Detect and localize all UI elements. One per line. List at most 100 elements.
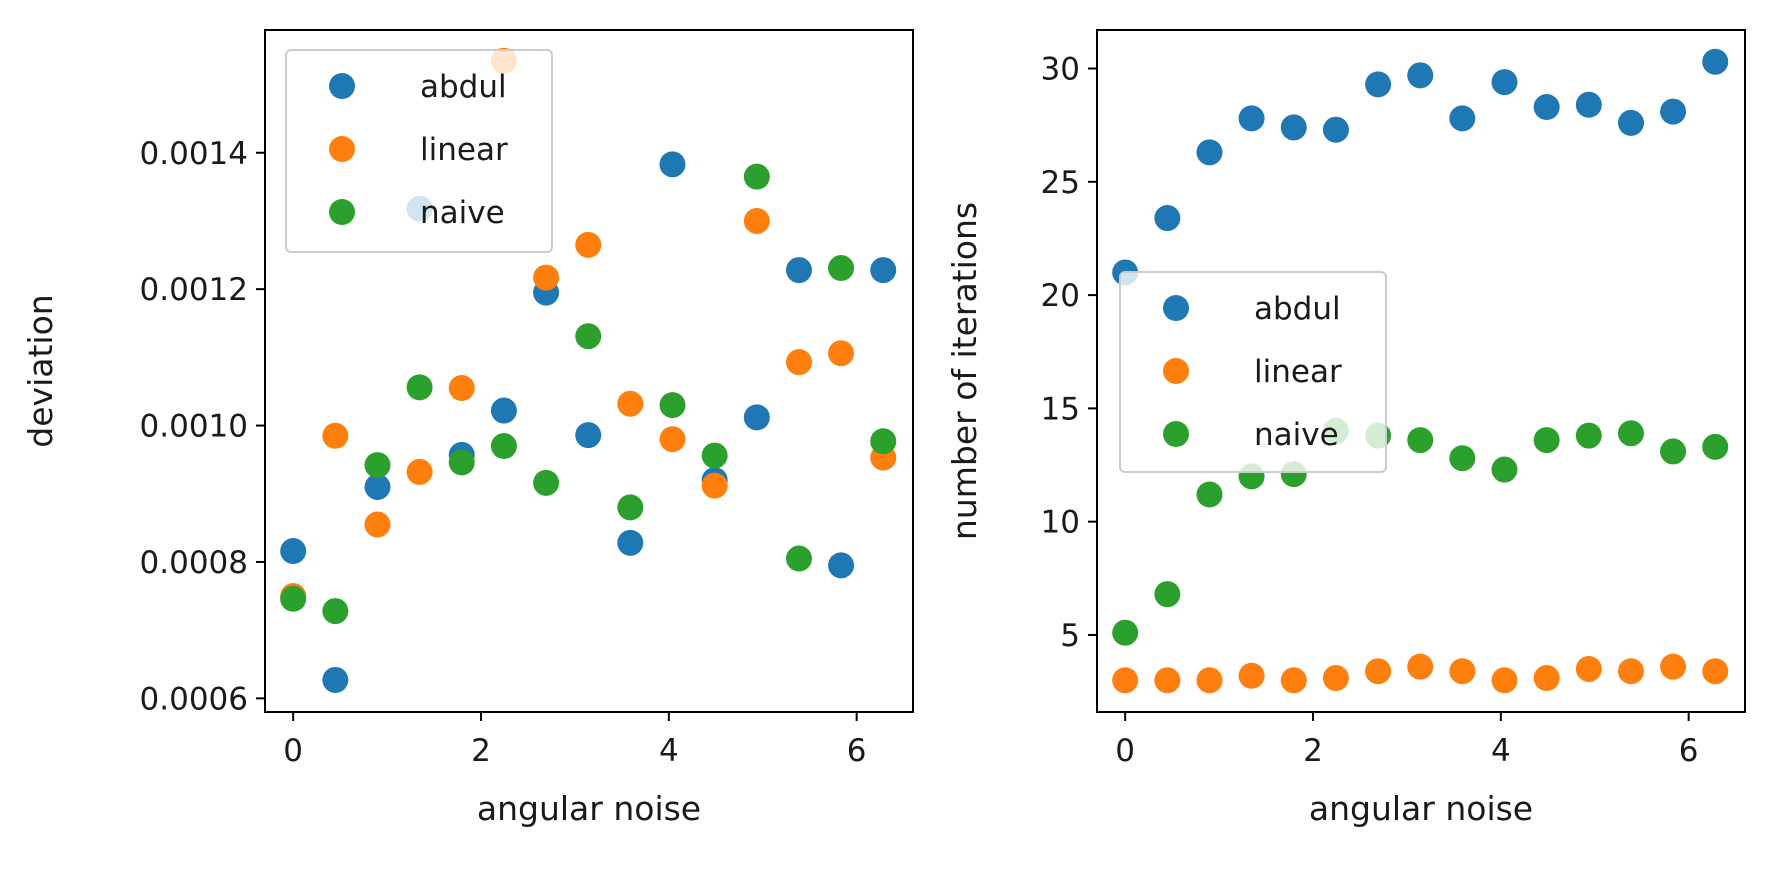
plot-1-x-tick-label: 6 <box>1679 733 1699 769</box>
plot-1-linear-point <box>1407 653 1434 680</box>
plot-0-naive-point <box>743 163 770 190</box>
plot-0-abdul-point <box>659 151 686 178</box>
plot-0-naive-point <box>406 374 433 401</box>
plot-1-abdul-point <box>1407 62 1434 89</box>
plot-0-x-axis-label: angular noise <box>477 789 701 828</box>
plot-0-legend-label-abdul: abdul <box>420 69 507 105</box>
plot-1-abdul-point <box>1238 105 1265 132</box>
plot-0-y-axis-label: deviation <box>21 294 60 447</box>
plot-0-naive-point <box>785 545 812 572</box>
plot-0-linear-point <box>533 264 560 291</box>
plot-0-legend-marker-naive <box>329 199 355 225</box>
plot-0-naive-point <box>870 428 897 455</box>
plot-0-naive-point <box>533 469 560 496</box>
plot-1-axes-frame <box>1096 29 1746 713</box>
plot-1-y-tick-label: 15 <box>1041 391 1080 427</box>
plot-0-naive-point <box>364 452 391 479</box>
plot-0-linear-point <box>575 231 602 258</box>
plot-1-x-tick-label: 4 <box>1491 733 1511 769</box>
plot-1-legend-label-naive: naive <box>1254 417 1339 453</box>
plot-0-abdul-point <box>364 473 391 500</box>
plot-1-naive-point <box>1112 619 1139 646</box>
plot-1-abdul-point <box>1702 48 1729 75</box>
plot-1-linear-point <box>1365 658 1392 685</box>
plot-0-linear-point <box>828 340 855 367</box>
plot-1-naive-point <box>1449 445 1476 472</box>
plot-left: 0 2 4 6 0.0006 0.0008 0.0010 0.0012 0.0014 angula… <box>21 29 914 828</box>
plot-1-linear-point <box>1575 655 1602 682</box>
plot-1-x-tick-label: 2 <box>1303 733 1323 769</box>
plot-1-linear-point <box>1112 667 1139 694</box>
plot-1-legend-marker-abdul <box>1163 295 1189 321</box>
plot-1-linear-point <box>1617 658 1644 685</box>
plot-0-linear-point <box>406 458 433 485</box>
plot-1-linear-point <box>1660 653 1687 680</box>
plot-0-y-tick-label: 0.0006 <box>140 681 248 717</box>
plot-0-naive-point <box>575 323 602 350</box>
plot-1-y-tick-label: 10 <box>1041 505 1080 541</box>
plot-0-naive-point <box>322 598 349 625</box>
plot-0-y-tick-label: 0.0014 <box>140 136 248 172</box>
plot-1-linear-point <box>1491 667 1518 694</box>
plot-1-naive-point <box>1491 456 1518 483</box>
plot-1-linear-point <box>1322 665 1349 692</box>
plot-0-y-tick-label: 0.0010 <box>140 409 248 445</box>
plot-0-y-tick-label: 0.0012 <box>140 272 248 308</box>
plot-1-naive-point <box>1660 438 1687 465</box>
plot-1-linear-point <box>1238 662 1265 689</box>
plot-1-abdul-point <box>1660 98 1687 125</box>
plot-0-linear-point <box>701 472 728 499</box>
plot-1-abdul-point <box>1322 116 1349 143</box>
plot-0-x-tick-label: 4 <box>659 733 679 769</box>
plot-1-naive-point <box>1575 422 1602 449</box>
plot-0-legend-marker-linear <box>329 136 355 162</box>
plot-0-abdul-point <box>322 666 349 693</box>
plot-1-naive-point <box>1154 581 1181 608</box>
plot-1-abdul-point <box>1491 69 1518 96</box>
plot-0-legend-box <box>285 49 553 253</box>
plot-0-linear-point <box>364 511 391 538</box>
plot-0-x-tick-label: 0 <box>283 733 303 769</box>
plot-0-axes-frame <box>264 29 914 713</box>
plot-0-abdul-point <box>490 397 517 424</box>
plot-1-abdul-point <box>1196 139 1223 166</box>
plot-1-legend-marker-linear <box>1163 358 1189 384</box>
plot-1-naive-point <box>1617 420 1644 447</box>
plot-0-abdul-point <box>617 529 644 556</box>
plot-1-legend-marker-naive <box>1163 421 1189 447</box>
plot-0-linear-point <box>322 422 349 449</box>
plot-1-legend-label-linear: linear <box>1254 354 1342 390</box>
plot-0-abdul-point <box>743 404 770 431</box>
plot-0-abdul-point <box>280 538 307 565</box>
plot-1-linear-point <box>1280 667 1307 694</box>
plot-1-y-tick-label: 20 <box>1041 278 1080 314</box>
plot-0-linear-point <box>659 426 686 453</box>
plot-0-legend-label-linear: linear <box>420 132 508 168</box>
plot-0-naive-point <box>490 433 517 460</box>
plot-0-legend-label-naive: naive <box>420 195 505 231</box>
plot-1-linear-point <box>1702 658 1729 685</box>
plot-0-x-tick-label: 6 <box>847 733 867 769</box>
plot-1-naive-point <box>1196 481 1223 508</box>
plot-1-abdul-point <box>1575 91 1602 118</box>
plot-0-abdul-point <box>828 552 855 579</box>
plot-1-y-axis-label: number of iterations <box>945 202 984 540</box>
plot-1-abdul-point <box>1533 94 1560 121</box>
plot-1-abdul-point <box>1154 205 1181 232</box>
plot-1-x-tick-label: 0 <box>1115 733 1135 769</box>
plot-1-linear-point <box>1533 665 1560 692</box>
plot-0-abdul-point <box>785 257 812 284</box>
plot-1-legend-label-abdul: abdul <box>1254 291 1341 327</box>
plot-0-naive-point <box>828 255 855 282</box>
plot-1-linear-point <box>1196 667 1223 694</box>
plot-0-naive-point <box>701 442 728 469</box>
plot-0-abdul-point <box>575 422 602 449</box>
plot-1-legend-box <box>1119 271 1387 473</box>
plot-0-linear-point <box>617 390 644 417</box>
plot-0-abdul-point <box>870 257 897 284</box>
plot-1-abdul-point <box>1617 109 1644 136</box>
plot-1-y-tick-label: 30 <box>1041 52 1080 88</box>
plot-0-naive-point <box>280 585 307 612</box>
plot-1-naive-point <box>1407 427 1434 454</box>
